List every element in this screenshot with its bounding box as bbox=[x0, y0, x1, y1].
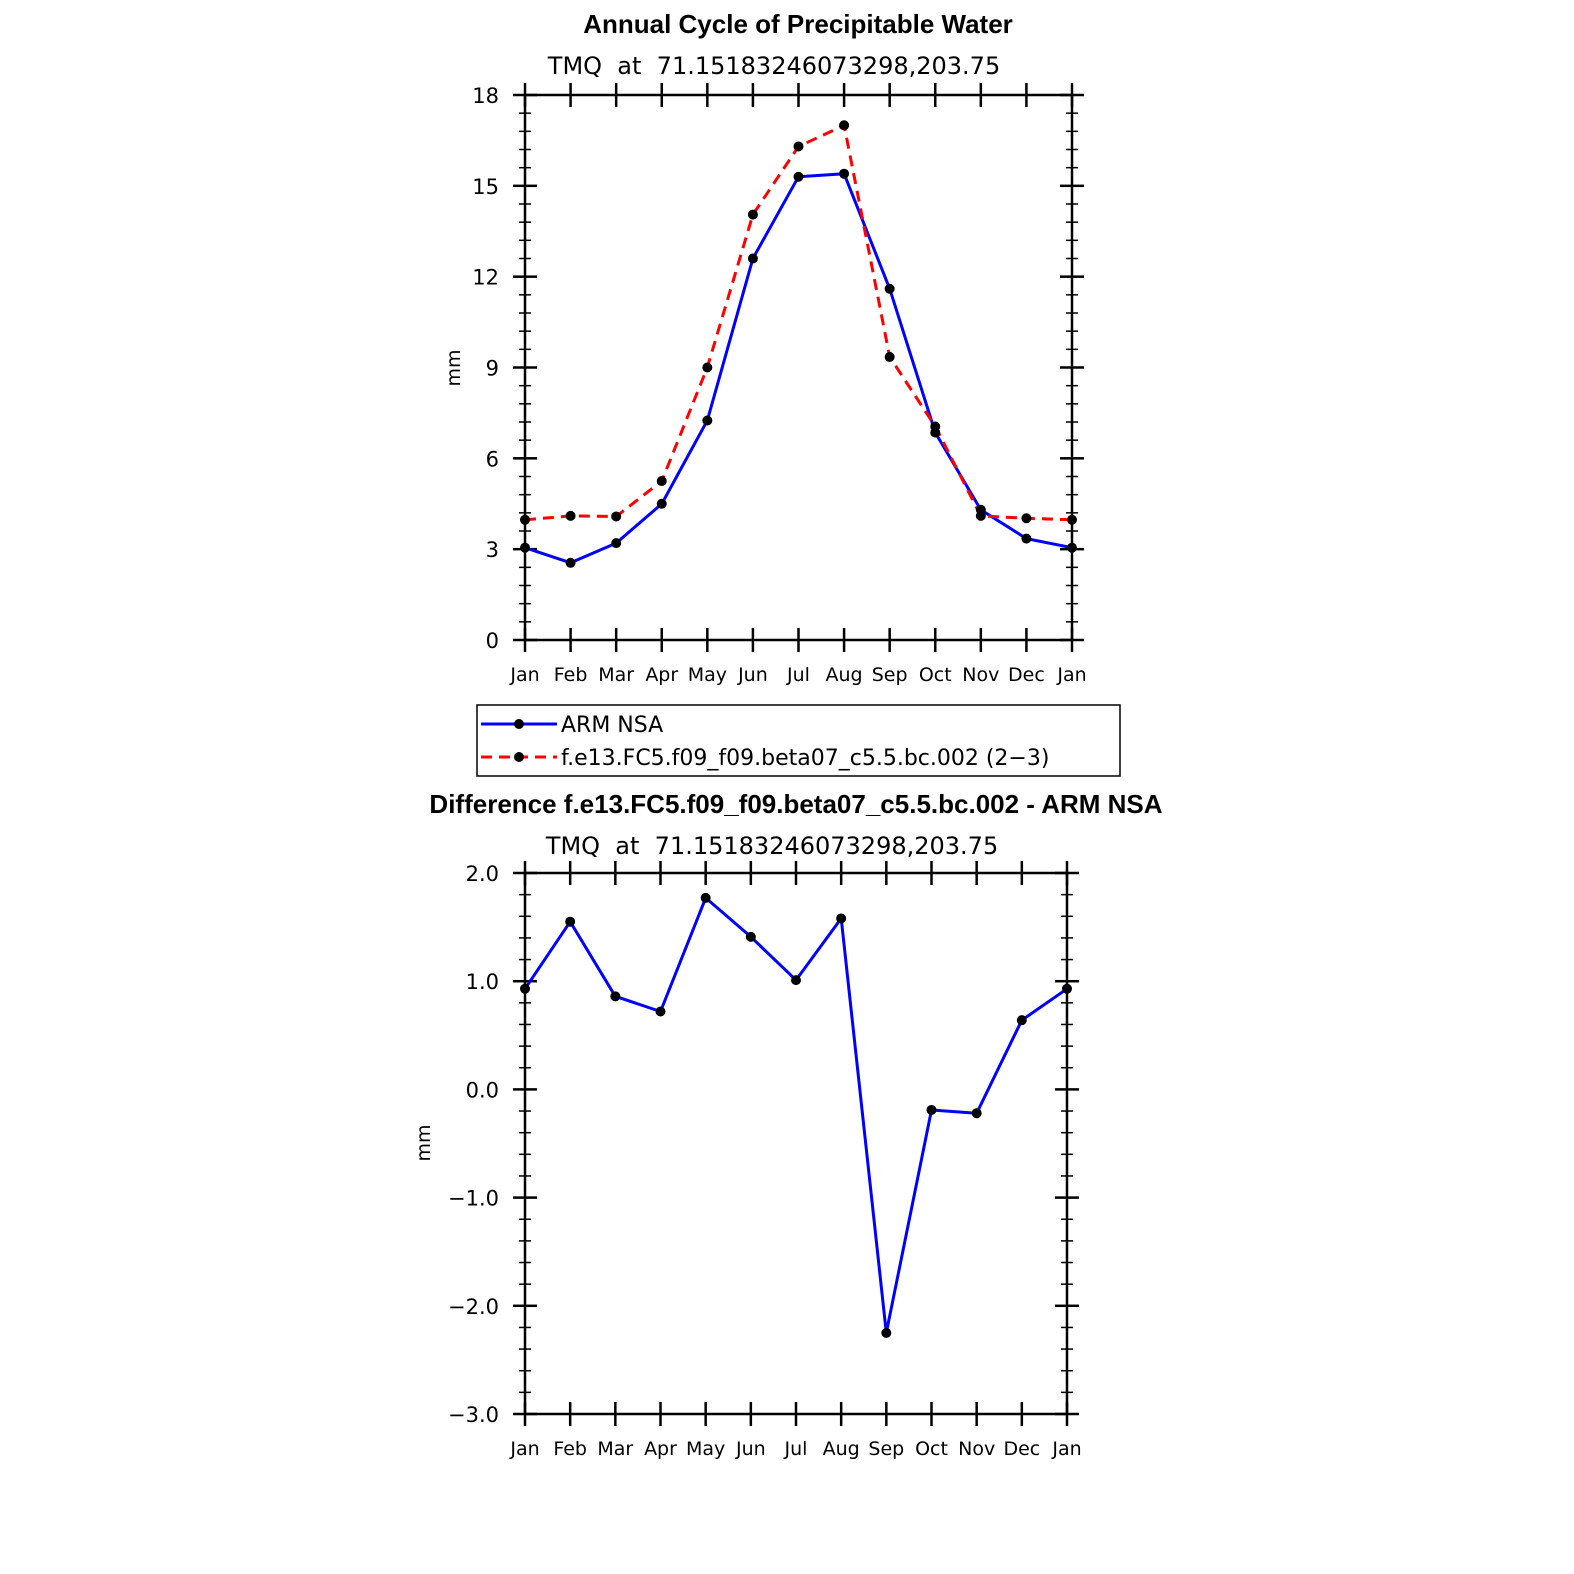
data-point bbox=[656, 476, 667, 487]
chart-subtitle: TMQ at 71.15183246073298,203.75 bbox=[547, 52, 1000, 80]
data-point bbox=[747, 209, 758, 220]
y-tick-label: 6 bbox=[486, 447, 499, 471]
x-tick-label: Jul bbox=[786, 664, 810, 686]
data-point bbox=[747, 253, 758, 264]
y-tick-label: 2.0 bbox=[466, 862, 499, 886]
data-point bbox=[971, 1108, 982, 1119]
data-point bbox=[610, 991, 621, 1002]
data-point bbox=[1062, 983, 1072, 994]
series-line-0 bbox=[524, 172, 1073, 565]
data-point bbox=[1067, 542, 1077, 553]
y-axis-label: mm bbox=[443, 349, 465, 386]
data-point bbox=[836, 913, 847, 924]
legend-label-arm-nsa: ARM NSA bbox=[561, 713, 663, 738]
x-tick-label: Nov bbox=[962, 664, 999, 686]
data-point bbox=[520, 983, 530, 994]
data-point bbox=[520, 542, 530, 553]
series-line-0 bbox=[523, 896, 1068, 1335]
y-tick-label: 12 bbox=[472, 266, 499, 290]
x-tick-label: Sep bbox=[872, 664, 908, 686]
plot-area: 0 3 6 9 12 15 18 Jan Feb Mar Apr May Jun Jul Aug Sep Oct… bbox=[472, 83, 1087, 686]
x-tick-label: Jul bbox=[784, 1438, 808, 1460]
data-point bbox=[702, 362, 713, 373]
x-tick-label: Jan bbox=[509, 1438, 539, 1460]
legend: ARM NSA f.e13.FC5.f09_f09.beta07_c5.5.bc… bbox=[476, 704, 1121, 777]
data-point bbox=[655, 1006, 666, 1017]
data-point bbox=[839, 168, 850, 179]
legend-marker-model bbox=[514, 752, 524, 762]
x-tick-label: Mar bbox=[598, 664, 634, 686]
data-point bbox=[565, 916, 576, 927]
y-tick-label: −2.0 bbox=[448, 1295, 499, 1319]
data-point bbox=[930, 421, 941, 432]
data-point bbox=[656, 498, 667, 509]
x-tick-label: Sep bbox=[868, 1438, 904, 1460]
data-point bbox=[1021, 513, 1032, 524]
x-tick-label: Oct bbox=[919, 664, 952, 686]
data-point bbox=[611, 511, 622, 522]
data-point bbox=[700, 892, 711, 903]
data-point bbox=[520, 514, 530, 525]
data-point bbox=[565, 510, 576, 521]
y-tick-label: 0.0 bbox=[466, 1078, 499, 1102]
legend-label-model: f.e13.FC5.f09_f09.beta07_c5.5.bc.002 (2−… bbox=[561, 746, 1049, 771]
data-point bbox=[791, 975, 801, 986]
x-tick-label: Feb bbox=[553, 1438, 587, 1460]
precipitable-water-chart: Annual Cycle of Precipitable Water TMQ a… bbox=[443, 9, 1087, 686]
x-tick-label: Feb bbox=[554, 664, 588, 686]
x-tick-label: Nov bbox=[958, 1438, 995, 1460]
data-point bbox=[1021, 533, 1032, 544]
data-point bbox=[745, 931, 756, 942]
legend-box bbox=[476, 704, 1121, 777]
x-tick-label: Jun bbox=[735, 1438, 766, 1460]
x-tick-label: Jun bbox=[737, 664, 768, 686]
data-point bbox=[881, 1327, 892, 1338]
chart-title: Difference f.e13.FC5.f09_f09.beta07_c5.5… bbox=[429, 789, 1162, 819]
x-tick-label: Jan bbox=[1051, 1438, 1081, 1460]
y-tick-label: 18 bbox=[472, 84, 499, 108]
data-point bbox=[793, 171, 804, 182]
data-point bbox=[926, 1104, 937, 1115]
y-tick-label: 0 bbox=[486, 629, 499, 653]
y-tick-label: 9 bbox=[486, 357, 499, 381]
data-point bbox=[884, 283, 895, 294]
x-tick-label: May bbox=[688, 664, 727, 686]
y-tick-label: 15 bbox=[472, 175, 499, 199]
plot-frame bbox=[523, 871, 1069, 1416]
x-tick-label: Jan bbox=[509, 664, 539, 686]
data-point bbox=[975, 510, 986, 521]
x-tick-label: Dec bbox=[1003, 1438, 1040, 1460]
difference-chart: Difference f.e13.FC5.f09_f09.beta07_c5.5… bbox=[413, 789, 1163, 1460]
series-line-1 bbox=[524, 123, 1073, 522]
x-tick-label: Dec bbox=[1008, 664, 1045, 686]
data-point bbox=[565, 557, 576, 568]
x-tick-label: Aug bbox=[826, 664, 863, 686]
legend-marker-arm-nsa bbox=[514, 719, 524, 729]
y-tick-label: −3.0 bbox=[448, 1403, 499, 1427]
plot-area: −3.0 −2.0 −1.0 0.0 1.0 2.0 Jan Feb Mar Apr May Jun J… bbox=[448, 861, 1082, 1460]
data-point bbox=[1016, 1015, 1027, 1026]
x-tick-label: Aug bbox=[823, 1438, 860, 1460]
chart-title: Annual Cycle of Precipitable Water bbox=[583, 9, 1013, 39]
x-tick-label: Apr bbox=[644, 1438, 677, 1460]
y-tick-label: 1.0 bbox=[466, 970, 499, 994]
chart-subtitle: TMQ at 71.15183246073298,203.75 bbox=[545, 832, 998, 860]
data-point bbox=[1067, 514, 1077, 525]
y-axis-label: mm bbox=[413, 1124, 435, 1161]
x-tick-label: Apr bbox=[645, 664, 678, 686]
y-tick-label: −1.0 bbox=[448, 1187, 499, 1211]
data-point bbox=[793, 141, 804, 152]
x-tick-label: Mar bbox=[597, 1438, 633, 1460]
data-point bbox=[839, 120, 850, 131]
x-tick-label: Oct bbox=[915, 1438, 948, 1460]
y-tick-label: 3 bbox=[486, 538, 499, 562]
data-point bbox=[702, 415, 713, 426]
data-point bbox=[884, 351, 895, 362]
x-tick-label: May bbox=[686, 1438, 725, 1460]
x-tick-label: Jan bbox=[1056, 664, 1086, 686]
data-point bbox=[611, 538, 622, 549]
